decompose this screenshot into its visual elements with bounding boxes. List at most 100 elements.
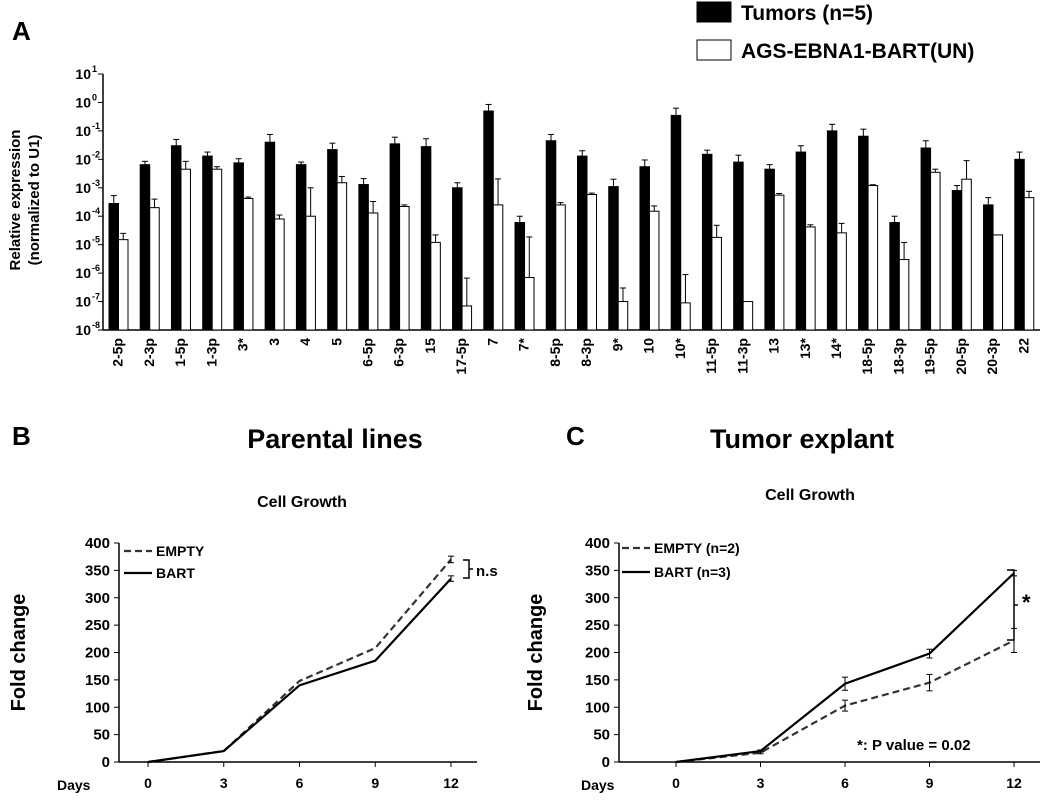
a-bar-tumors — [233, 162, 244, 331]
b-y-tick-label: 300 — [85, 590, 110, 607]
panel-b-letter: B — [12, 421, 31, 451]
line-chart-b: 0 50 100 150 200 250 300 350 400 0 3 6 9 12 Days Fold c… — [8, 535, 477, 793]
a-x-tick-label: 20-5p — [953, 338, 969, 375]
a-y-tick-exponent: -7 — [92, 292, 100, 302]
a-bar-tumors — [389, 143, 401, 331]
a-y-tick-exponent: 1 — [92, 64, 97, 74]
panel-c-title: Tumor explant — [710, 424, 894, 454]
a-x-tick-label: 4 — [297, 338, 313, 346]
a-x-tick-label: 1-5p — [172, 338, 188, 367]
a-bar-tumors — [170, 145, 182, 331]
a-y-tick-label: 10 — [75, 208, 91, 224]
a-x-tick-label: 18-3p — [890, 338, 906, 375]
a-bar-ags — [930, 171, 941, 331]
a-bar-ags — [773, 194, 785, 331]
a-bar-ags — [805, 226, 816, 331]
a-bar-ags — [149, 207, 160, 331]
b-y-tick-label: 100 — [85, 699, 110, 716]
a-x-tick-label: 6-3p — [391, 338, 407, 367]
a-bar-tumors — [139, 164, 151, 331]
a-bar-ags — [305, 215, 316, 331]
a-bar-tumors — [452, 187, 463, 331]
panel-c-letter: C — [566, 421, 585, 451]
a-bar-tumors — [639, 166, 650, 331]
a-bar-ags — [211, 168, 223, 331]
a-y-tick-exponent: -8 — [92, 320, 100, 330]
a-bar-ags — [461, 305, 473, 331]
a-x-tick-label: 11-5p — [703, 338, 719, 374]
a-x-tick-label: 10 — [641, 338, 657, 354]
a-bar-ags — [867, 185, 879, 331]
c-y-tick-label: 400 — [585, 535, 610, 552]
b-y-tick-label: 50 — [93, 727, 110, 744]
b-y-tick-label: 250 — [85, 617, 110, 634]
a-bar-tumors — [733, 161, 744, 331]
a-bar-ags — [836, 232, 847, 331]
a-bar-tumors — [826, 130, 838, 331]
line-chart-c: 0 50 100 150 200 250 300 350 400 0 3 6 9 12 Days Fold c… — [525, 535, 1040, 793]
a-x-tick-label: 13* — [797, 337, 813, 359]
c-y-axis-label: Fold change — [525, 594, 547, 712]
b-x-tick-label: 6 — [296, 775, 304, 791]
a-bar-ags — [367, 212, 379, 331]
legend-swatch-tumors — [696, 1, 732, 23]
a-x-tick-label: 15 — [422, 338, 438, 354]
b-y-tick-label: 0 — [102, 754, 110, 771]
a-bar-tumors — [983, 204, 994, 331]
a-bar-tumors — [358, 184, 369, 331]
b-series-bart — [147, 577, 452, 764]
a-bar-tumors — [295, 164, 307, 331]
a-x-tick-label: 3* — [235, 337, 251, 351]
b-series-empty — [147, 558, 452, 764]
a-bar-ags — [992, 234, 1004, 331]
a-y-tick-exponent: -2 — [92, 149, 100, 159]
a-bar-tumors — [264, 141, 276, 331]
a-y-tick-exponent: -6 — [92, 263, 100, 273]
a-y-tick-exponent: -1 — [92, 121, 100, 131]
a-bar-ags — [648, 210, 660, 331]
a-x-tick-label: 6-5p — [359, 338, 375, 367]
c-pvalue-annotation: *: P value = 0.02 — [857, 737, 971, 754]
b-x-tick-label: 0 — [144, 775, 152, 791]
a-bar-tumors — [858, 135, 869, 331]
b-ns-bracket — [463, 559, 473, 579]
c-legend-label-empty: EMPTY (n=2) — [654, 540, 740, 556]
a-y-tick-exponent: 0 — [92, 92, 97, 102]
a-x-tick-label: 14* — [828, 337, 844, 359]
b-y-tick-label: 150 — [85, 672, 110, 689]
b-x-tick-label: 3 — [220, 775, 228, 791]
a-x-tick-label: 2-5p — [110, 338, 126, 367]
a-bar-tumors — [545, 140, 557, 331]
panel-b-subtitle: Cell Growth — [257, 494, 347, 511]
a-bar-tumors — [420, 146, 432, 331]
a-bar-tumors — [483, 110, 494, 331]
a-bar-tumors — [202, 155, 213, 331]
a-x-tick-label: 11-3p — [734, 338, 750, 374]
a-bar-ags — [680, 302, 691, 331]
panel-a-letter: A — [12, 16, 31, 46]
a-bar-ags — [1023, 197, 1035, 331]
a-bar-ags — [399, 205, 410, 331]
a-bar-ags — [492, 204, 504, 331]
a-x-tick-label: 18-5p — [859, 338, 875, 375]
a-bar-tumors — [920, 147, 932, 331]
a-bar-tumors — [951, 190, 963, 331]
c-y-tick-label: 100 — [585, 699, 610, 716]
a-y-tick-exponent: -4 — [92, 206, 100, 216]
c-x-tick-label: 0 — [672, 775, 680, 791]
a-x-tick-label: 2-3p — [141, 338, 157, 367]
b-x-axis-label: Days — [57, 777, 91, 793]
a-bar-ags — [617, 301, 629, 331]
a-bar-ags — [961, 178, 972, 331]
a-bar-ags — [242, 197, 254, 331]
a-y-tick-label: 10 — [75, 294, 91, 310]
a-bar-tumors — [701, 153, 713, 331]
a-bar-tumors — [577, 155, 588, 331]
b-y-tick-label: 400 — [85, 535, 110, 552]
panel-c-subtitle: Cell Growth — [765, 487, 855, 504]
legend-swatch-ags — [696, 39, 732, 61]
a-bar-ags — [274, 218, 285, 331]
a-bar-tumors — [764, 168, 775, 331]
